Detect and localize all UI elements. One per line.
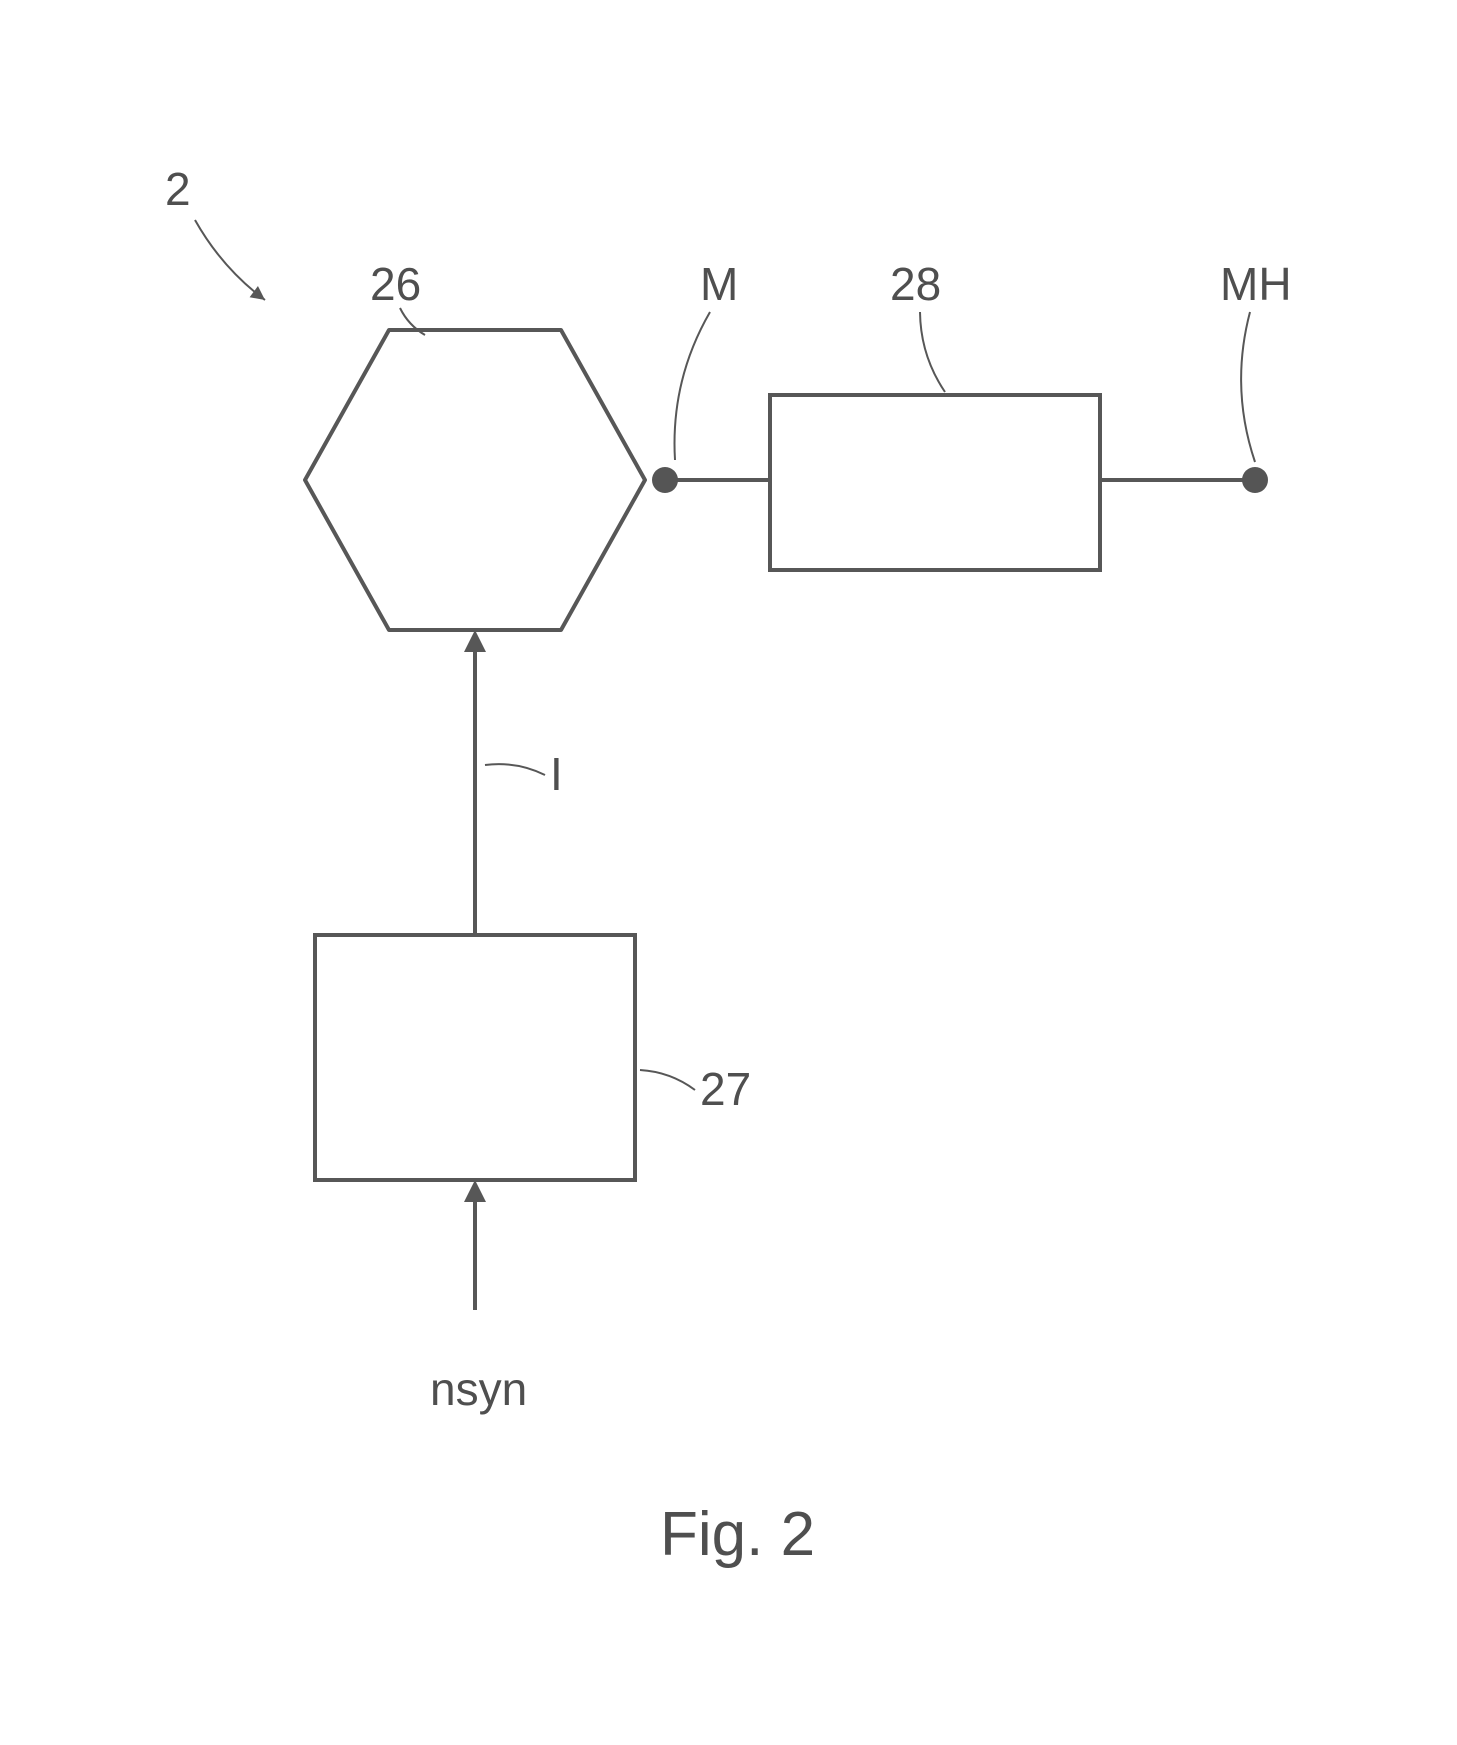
label-i: I	[550, 748, 563, 800]
figure-caption: Fig. 2	[660, 1500, 815, 1569]
hexagon-node-26	[305, 330, 645, 630]
block-27	[315, 935, 635, 1180]
leader-mh	[1241, 312, 1255, 462]
label-2: 2	[165, 163, 191, 215]
label-nsyn: nsyn	[430, 1363, 527, 1415]
leader-m	[675, 312, 710, 460]
label-26: 26	[370, 258, 421, 310]
leader-2	[195, 220, 265, 300]
node-m-dot	[652, 467, 678, 493]
label-28: 28	[890, 258, 941, 310]
label-m: M	[700, 258, 738, 310]
leader-28	[920, 312, 945, 392]
label-mh: MH	[1220, 258, 1292, 310]
leader-27	[640, 1070, 695, 1090]
signal-nsyn-arrowhead	[464, 1180, 486, 1202]
signal-i-arrowhead	[464, 630, 486, 652]
label-27: 27	[700, 1063, 751, 1115]
leader-2-arrowhead	[250, 286, 265, 300]
block-28	[770, 395, 1100, 570]
leader-i	[485, 764, 545, 775]
node-mh-dot	[1242, 467, 1268, 493]
